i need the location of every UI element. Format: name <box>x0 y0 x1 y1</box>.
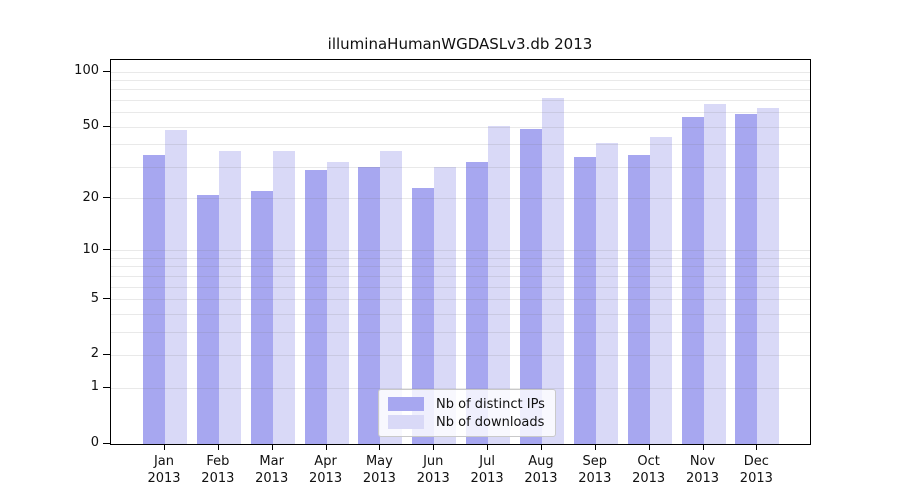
bar-downloads-sep <box>595 142 618 444</box>
gridline-y-40 <box>111 144 810 146</box>
gridline-y-80 <box>111 89 810 91</box>
y-tick-5 <box>103 298 110 300</box>
y-tick-0 <box>103 442 110 444</box>
y-tick-label-0: 0 <box>90 435 99 450</box>
bar-distinct-ips-feb <box>196 194 219 444</box>
bar-distinct-ips-dec <box>735 113 758 444</box>
x-tick-oct <box>648 444 650 450</box>
bar-distinct-ips-nov <box>681 116 704 444</box>
x-tick-label-apr: Apr 2013 <box>309 454 343 486</box>
x-tick-label-jan: Jan 2013 <box>147 454 181 486</box>
y-tick-label-10: 10 <box>82 241 99 257</box>
gridline-y-60 <box>111 112 810 114</box>
gridline-y-9 <box>111 257 810 259</box>
gridline-y-70 <box>111 99 810 101</box>
x-tick-label-oct: Oct 2013 <box>632 454 666 486</box>
y-tick-20 <box>103 197 110 199</box>
x-tick-label-sep: Sep 2013 <box>578 454 612 486</box>
plot-area <box>110 59 811 445</box>
x-tick-feb <box>217 444 219 450</box>
bar-distinct-ips-mar <box>250 191 273 444</box>
x-tick-label-may: May 2013 <box>362 454 396 486</box>
gridline-y-5 <box>111 299 810 301</box>
bar-downloads-jun <box>434 167 457 444</box>
bar-downloads-dec <box>757 107 780 444</box>
bar-downloads-jul <box>488 125 511 444</box>
y-tick-100 <box>103 70 110 72</box>
bar-downloads-jan <box>165 130 187 444</box>
bar-downloads-nov <box>703 103 726 444</box>
gridline-y-100 <box>111 71 810 73</box>
x-tick-dec <box>756 444 758 450</box>
x-tick-sep <box>594 444 596 450</box>
bar-distinct-ips-jun <box>412 187 435 444</box>
bar-downloads-may <box>380 150 403 444</box>
bar-distinct-ips-aug <box>519 128 542 444</box>
bar-distinct-ips-sep <box>573 157 596 444</box>
gridline-y-90 <box>111 79 810 81</box>
y-tick-label-2: 2 <box>90 346 99 362</box>
gridline-y-30 <box>111 166 810 168</box>
legend-label-distinct-ips: Nb of distinct IPs <box>436 396 545 412</box>
x-tick-label-nov: Nov 2013 <box>685 454 720 486</box>
bar-downloads-aug <box>541 98 564 444</box>
bar-distinct-ips-oct <box>627 155 650 444</box>
legend-swatch-downloads <box>388 415 424 429</box>
x-tick-jun <box>433 444 435 450</box>
gridline-y-8 <box>111 266 810 268</box>
y-tick-10 <box>103 249 110 251</box>
gridline-y-2 <box>111 354 810 356</box>
legend-label-downloads: Nb of downloads <box>436 414 545 430</box>
x-tick-may <box>379 444 381 450</box>
bar-distinct-ips-may <box>358 167 381 444</box>
legend-item-downloads: Nb of downloads <box>388 415 555 430</box>
gridline-y-7 <box>111 275 810 277</box>
gridline-y-1 <box>111 387 810 389</box>
legend-swatch-distinct-ips <box>388 397 424 411</box>
bar-downloads-mar <box>272 150 295 444</box>
gridline-y-4 <box>111 313 810 315</box>
x-tick-mar <box>271 444 273 450</box>
y-tick-label-20: 20 <box>82 189 99 205</box>
x-tick-label-dec: Dec 2013 <box>739 454 773 486</box>
x-tick-jan <box>164 444 165 450</box>
x-tick-label-mar: Mar 2013 <box>255 454 289 486</box>
y-tick-2 <box>103 353 110 355</box>
y-tick-50 <box>103 125 110 127</box>
x-tick-apr <box>325 444 327 450</box>
x-tick-label-jun: Jun 2013 <box>416 454 450 486</box>
bar-distinct-ips-apr <box>304 169 327 444</box>
x-tick-label-jul: Jul 2013 <box>470 454 504 486</box>
bar-distinct-ips-jan <box>143 155 165 444</box>
gridline-y-6 <box>111 286 810 288</box>
x-tick-label-feb: Feb 2013 <box>201 454 235 486</box>
y-tick-label-50: 50 <box>82 118 99 134</box>
bar-downloads-apr <box>326 162 349 444</box>
y-tick-label-5: 5 <box>90 290 99 306</box>
x-tick-jul <box>487 444 489 450</box>
bar-distinct-ips-jul <box>466 162 489 444</box>
x-tick-aug <box>540 444 542 450</box>
legend-item-distinct-ips: Nb of distinct IPs <box>388 397 555 412</box>
gridline-y-3 <box>111 331 810 333</box>
x-tick-nov <box>702 444 704 450</box>
y-tick-1 <box>103 386 110 388</box>
gridline-y-50 <box>111 126 810 128</box>
bar-downloads-oct <box>649 137 672 444</box>
legend: Nb of distinct IPs Nb of downloads <box>378 389 556 437</box>
y-tick-label-100: 100 <box>74 63 99 78</box>
gridline-y-10 <box>111 250 810 252</box>
bar-downloads-feb <box>218 150 241 444</box>
y-tick-label-1: 1 <box>90 379 99 395</box>
gridline-y-20 <box>111 198 810 200</box>
chart-title: illuminaHumanWGDASLv3.db 2013 <box>327 35 593 53</box>
x-tick-label-aug: Aug 2013 <box>524 454 558 486</box>
